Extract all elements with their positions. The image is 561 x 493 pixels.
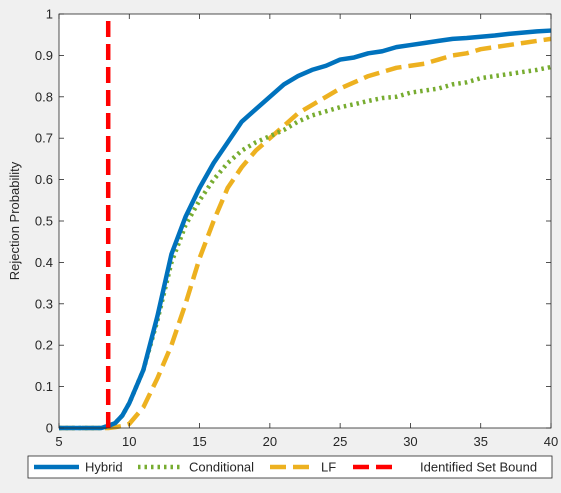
y-tick-label: 0.9 [35, 48, 53, 63]
x-tick-label: 20 [263, 434, 277, 449]
legend-box [27, 455, 553, 479]
y-tick-label: 0 [46, 421, 53, 436]
y-tick-label: 1 [46, 7, 53, 22]
plot-area [59, 14, 551, 428]
legend-label: Conditional [189, 460, 254, 475]
x-tick-label: 25 [333, 434, 347, 449]
legend-label: Hybrid [85, 460, 123, 475]
series-line-lf [59, 36, 552, 431]
y-tick-label: 0.4 [35, 255, 53, 270]
x-tick-label: 35 [473, 434, 487, 449]
y-tick-label: 0.3 [35, 296, 53, 311]
y-tick-label: 0.2 [35, 338, 53, 353]
y-tick-label: 0.7 [35, 131, 53, 146]
x-tick-label: 40 [544, 434, 558, 449]
legend-label: LF [321, 460, 336, 475]
series-line-hybrid [59, 28, 552, 431]
x-tick-label: 15 [192, 434, 206, 449]
y-tick-label: 0.6 [35, 172, 53, 187]
x-tick-label: 5 [55, 434, 62, 449]
y-tick-label: 0.8 [35, 89, 53, 104]
y-tick-label: 0.1 [35, 379, 53, 394]
y-tick-label: 0.5 [35, 214, 53, 229]
series-line-conditional [59, 64, 552, 431]
x-tick-label: 30 [403, 434, 417, 449]
y-axis-label: Rejection Probability [7, 161, 22, 280]
x-tick-label: 10 [122, 434, 136, 449]
legend-label: Identified Set Bound [420, 460, 537, 475]
